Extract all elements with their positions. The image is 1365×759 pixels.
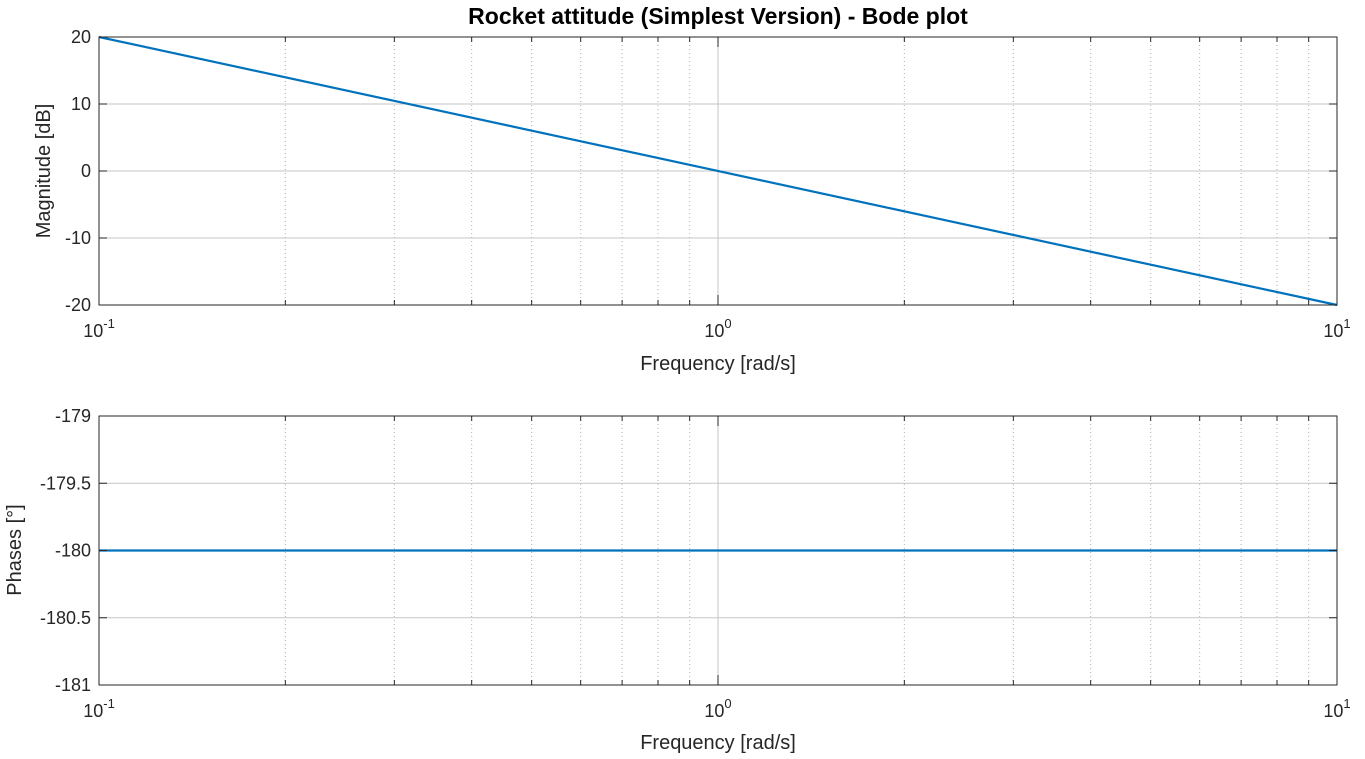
magnitude-series-line [98, 35, 1338, 307]
phase-xtick-label: 101 [1323, 696, 1350, 721]
phase-ytick-label: -179.5 [40, 473, 91, 493]
magnitude-xtick-exponent: 1 [1343, 316, 1350, 331]
magnitude-xtick-exponent: 0 [724, 316, 731, 331]
phase-xtick-exponent: 0 [724, 696, 731, 711]
phase-ytick-label: -181 [55, 675, 91, 695]
magnitude-xtick-base: 10 [704, 321, 724, 341]
magnitude-xtick-base: 10 [1323, 321, 1343, 341]
magnitude-xtick-label: 10-1 [83, 316, 115, 341]
magnitude-ytick-label: 20 [71, 27, 91, 47]
phase-xtick-label: 100 [704, 696, 731, 721]
magnitude-xlabel: Frequency [rad/s] [640, 353, 796, 375]
magnitude-xtick-base: 10 [83, 321, 103, 341]
magnitude-ytick-label: -20 [65, 295, 91, 315]
phase-xtick-base: 10 [704, 701, 724, 721]
magnitude-ytick-label: 10 [71, 94, 91, 114]
phase-xtick-label: 10-1 [83, 696, 115, 721]
phase-ytick-label: -179 [55, 406, 91, 426]
phase-xtick-base: 10 [83, 701, 103, 721]
phase-xtick-base: 10 [1323, 701, 1343, 721]
magnitude-xtick-label: 101 [1323, 316, 1350, 341]
magnitude-ytick-label: 0 [81, 161, 91, 181]
magnitude-xtick-exponent: -1 [103, 316, 115, 331]
phase-ytick-label: -180.5 [40, 608, 91, 628]
phase-xtick-exponent: -1 [103, 696, 115, 711]
magnitude-ytick-label: -10 [65, 228, 91, 248]
phase-xlabel: Frequency [rad/s] [640, 732, 796, 754]
phase-xtick-exponent: 1 [1343, 696, 1350, 711]
chart-title: Rocket attitude (Simplest Version) - Bod… [468, 3, 968, 29]
phase-ytick-label: -180 [55, 541, 91, 561]
phase-ylabel: Phases [°] [4, 504, 26, 595]
magnitude-xtick-label: 100 [704, 316, 731, 341]
magnitude-ylabel: Magnitude [dB] [33, 104, 55, 239]
